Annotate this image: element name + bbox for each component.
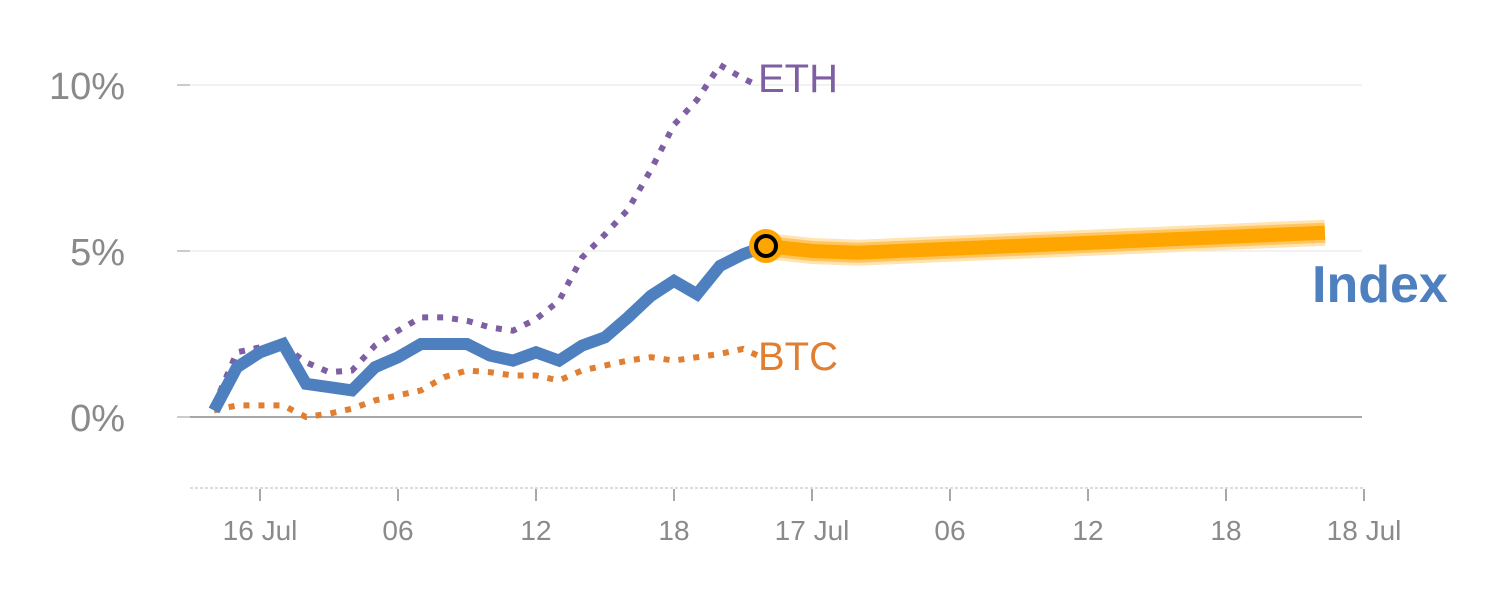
current-point-marker-inner bbox=[754, 234, 778, 259]
y-tick-label: 0% bbox=[70, 398, 125, 440]
x-tick-label: 06 bbox=[934, 515, 965, 546]
x-tick-label: 12 bbox=[1072, 515, 1103, 546]
series-lines bbox=[208, 61, 1326, 421]
y-tick-label: 10% bbox=[49, 66, 125, 108]
eth-label: ETH bbox=[758, 57, 838, 101]
x-tick-label: 06 bbox=[382, 515, 413, 546]
x-tick-label: 16 Jul bbox=[223, 515, 298, 546]
btc-label: BTC bbox=[758, 335, 838, 379]
x-tick-label: 17 Jul bbox=[775, 515, 850, 546]
y-axis: 0% 5% 10% bbox=[49, 66, 190, 440]
x-tick-label: 12 bbox=[520, 515, 551, 546]
x-tick-label: 18 Jul bbox=[1327, 515, 1402, 546]
x-axis: 16 Jul 06 12 18 17 Jul 06 12 18 18 Jul bbox=[190, 487, 1402, 546]
x-tick-label: 18 bbox=[1210, 515, 1241, 546]
btc-line bbox=[213, 345, 763, 421]
forecast-line bbox=[765, 225, 1326, 260]
index-line bbox=[208, 240, 769, 414]
series-labels: ETH BTC Index bbox=[758, 57, 1448, 379]
y-tick-label: 5% bbox=[70, 232, 125, 274]
index-label: Index bbox=[1312, 256, 1448, 314]
x-tick-label: 18 bbox=[658, 515, 689, 546]
